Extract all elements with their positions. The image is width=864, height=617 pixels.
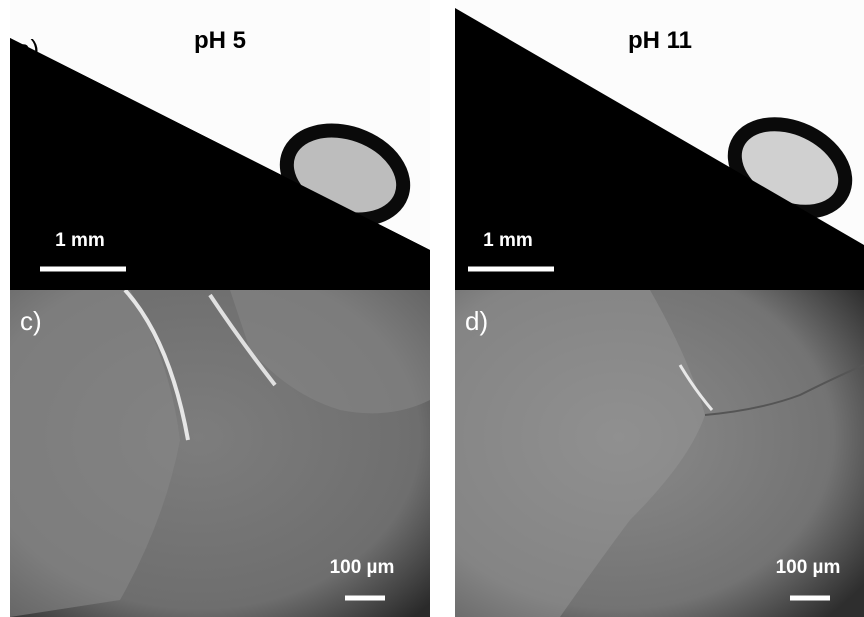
panel-letter: b) xyxy=(466,34,489,64)
scale-label: 100 µm xyxy=(330,557,395,578)
scale-label: 1 mm xyxy=(55,230,105,251)
panel-letter: a) xyxy=(16,34,39,64)
panel-title: pH 11 xyxy=(628,27,692,54)
panel-letter: c) xyxy=(20,306,42,336)
panel-letter: d) xyxy=(465,306,488,336)
panel-b: b) pH 11 1 mm xyxy=(455,0,864,290)
panel-title: pH 5 xyxy=(194,27,246,54)
panel-a: a) pH 5 1 mm xyxy=(10,0,430,290)
scale-label: 100 µm xyxy=(776,557,841,578)
figure: a) pH 5 1 mm b) pH 11 1 mm c) 100 µm d) … xyxy=(0,0,864,617)
scale-label: 1 mm xyxy=(483,230,533,251)
